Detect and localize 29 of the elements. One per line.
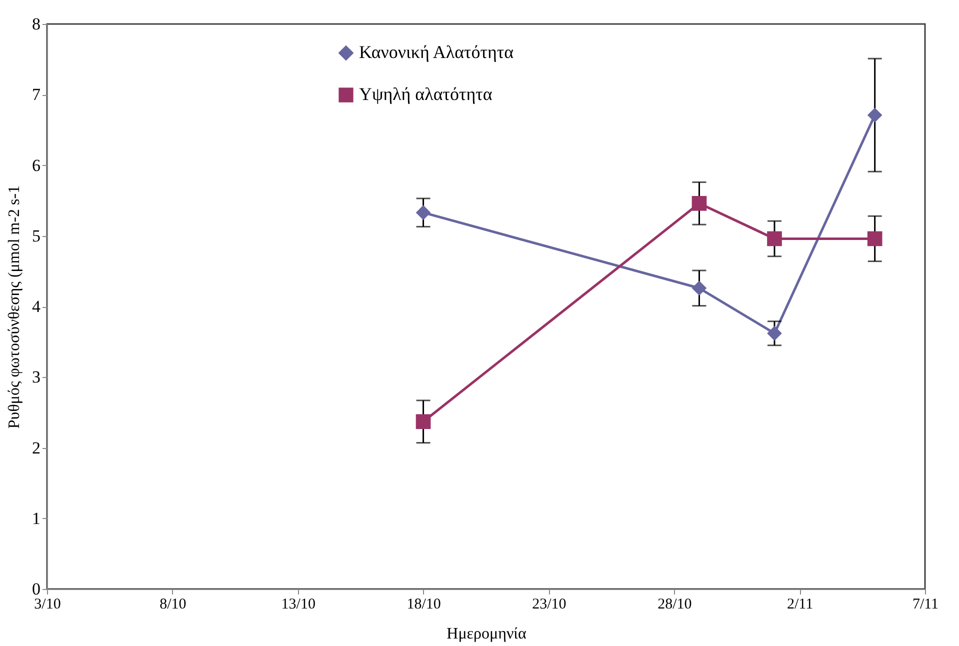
legend-label: Υψηλή αλατότητα xyxy=(359,84,493,104)
point xyxy=(692,280,707,296)
x-tick-label: 7/11 xyxy=(912,596,939,612)
point xyxy=(867,108,882,123)
point xyxy=(767,326,782,341)
y-tick-label: 2 xyxy=(32,438,40,458)
y-axis-title: Ρυθμός φωτοσύνθεσης (μmol m-2 s-1 xyxy=(6,185,23,429)
point xyxy=(416,414,431,430)
y-tick-label: 5 xyxy=(32,226,40,246)
y-tick-label: 7 xyxy=(32,85,41,104)
point xyxy=(867,231,882,246)
point xyxy=(416,205,431,220)
y-tick-label: 1 xyxy=(32,508,40,528)
x-tick-label: 23/10 xyxy=(532,596,566,612)
legend-label: Κανονική Αλατότητα xyxy=(359,42,514,62)
y-tick-label: 6 xyxy=(32,156,40,175)
x-tick-label: 18/10 xyxy=(406,596,441,612)
x-tick-label: 8/10 xyxy=(160,596,186,612)
x-tick-label: 28/10 xyxy=(658,596,692,612)
x-tick-label: 13/10 xyxy=(281,596,316,612)
y-tick-label: 3 xyxy=(32,368,40,387)
point xyxy=(767,231,782,246)
y-tick-label: 8 xyxy=(32,14,40,34)
point xyxy=(692,196,707,211)
x-tick-label: 2/11 xyxy=(787,596,814,612)
x-tick-label: 3/10 xyxy=(34,596,61,612)
y-tick-label: 4 xyxy=(32,297,41,316)
y-tick-label: 0 xyxy=(32,580,40,598)
x-axis-title: Ημερομηνία xyxy=(446,626,527,642)
